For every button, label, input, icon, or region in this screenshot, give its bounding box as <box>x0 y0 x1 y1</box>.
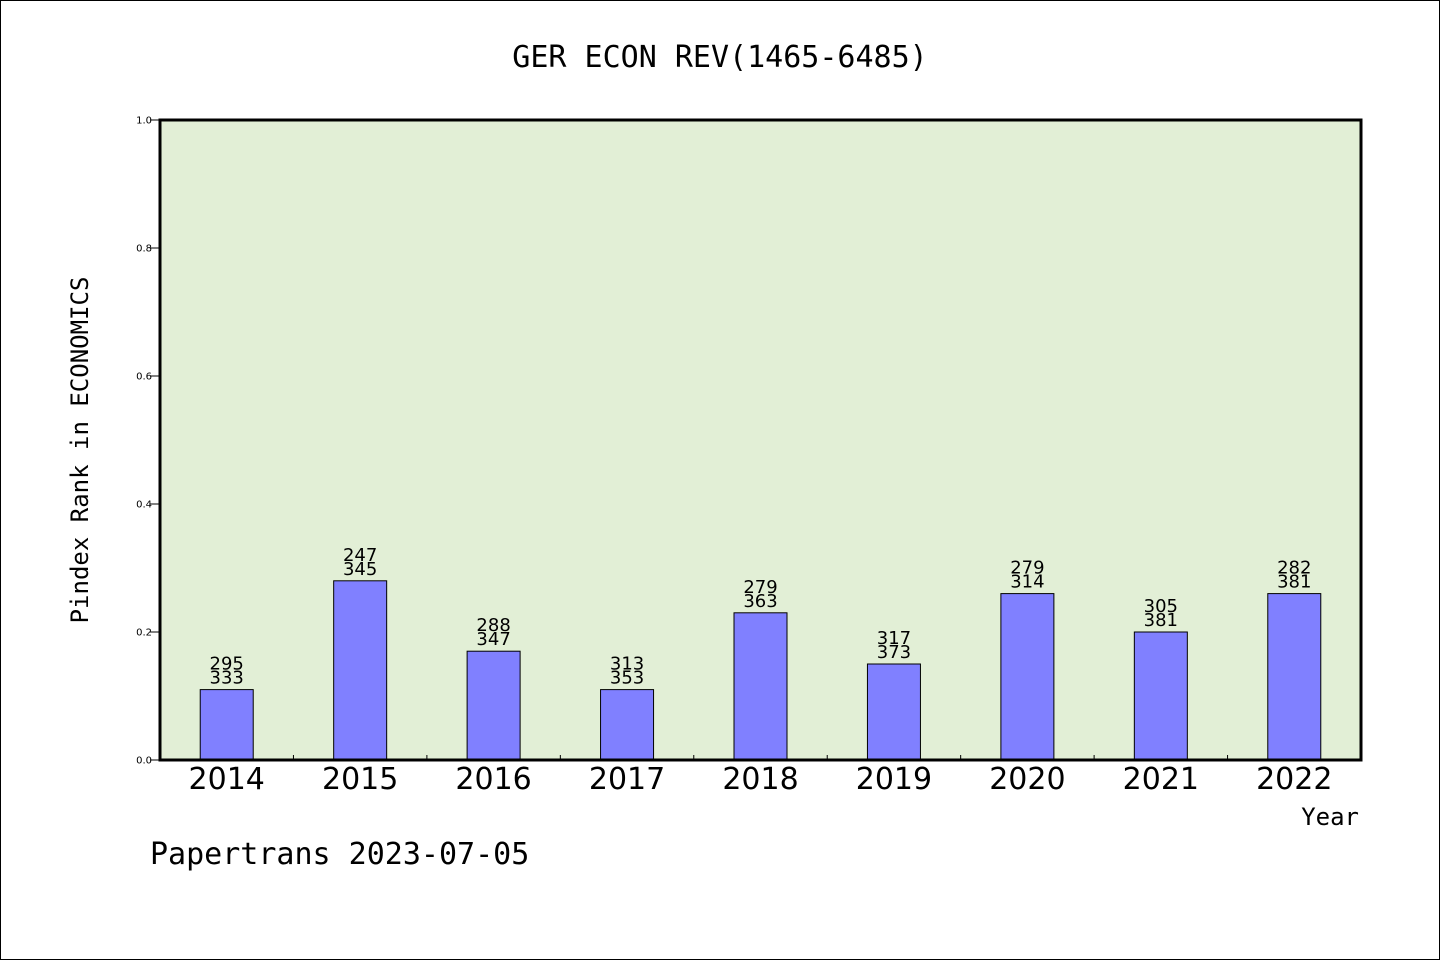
x-axis-ticks: 2014 2015 2016 2017 2018 2019 2020 2021 2022 <box>189 755 1332 797</box>
bar-label-top: 317 <box>877 628 911 649</box>
x-tick-label: 2020 <box>989 762 1065 797</box>
bar-label-bottom: 353 <box>610 668 644 689</box>
x-tick-label: 2022 <box>1256 762 1332 797</box>
x-tick-label: 2021 <box>1123 762 1199 797</box>
bar-2020 <box>1000 593 1055 761</box>
bar-label-top: 279 <box>743 577 777 598</box>
y-tick-label: 1.0 <box>136 116 152 127</box>
bar-label-bottom: 345 <box>343 559 377 580</box>
bar-label-top: 279 <box>1010 558 1044 579</box>
bar-label-top: 313 <box>610 654 644 675</box>
x-tick-label: 2014 <box>189 762 265 797</box>
footer-text: Papertrans 2023-07-05 <box>150 837 529 872</box>
y-axis-label: Pindex Rank in ECONOMICS <box>66 277 94 624</box>
bars-group: 2953332473452883473133532793633173732793… <box>199 545 1322 761</box>
x-tick-label: 2017 <box>589 762 665 797</box>
chart-title: GER ECON REV(1465-6485) <box>512 40 927 75</box>
bar-label-top: 247 <box>343 545 377 566</box>
y-tick-label: 0.2 <box>136 628 152 639</box>
bar-label-bottom: 363 <box>743 591 777 612</box>
y-axis-ticks: 0.0 0.2 0.4 0.6 0.8 1.0 <box>136 116 160 767</box>
x-tick-label: 2016 <box>455 762 531 797</box>
bar-2016 <box>466 650 521 761</box>
bar-label-bottom: 373 <box>877 642 911 663</box>
bar-2015 <box>333 580 388 761</box>
x-tick-label: 2019 <box>856 762 932 797</box>
bar-label-bottom: 333 <box>210 668 244 689</box>
x-axis-label: Year <box>1301 803 1359 831</box>
bar-label-bottom: 314 <box>1010 572 1044 593</box>
bar-label-top: 282 <box>1277 558 1311 579</box>
y-tick-label: 0.8 <box>136 244 152 255</box>
x-tick-label: 2015 <box>322 762 398 797</box>
plot-border <box>158 118 1363 762</box>
bar-label-bottom: 347 <box>476 629 510 650</box>
bar-2017 <box>600 689 655 761</box>
bar-2022 <box>1267 593 1322 761</box>
x-tick-label: 2018 <box>722 762 798 797</box>
bar-2018 <box>733 612 788 761</box>
bar-label-top: 288 <box>476 615 510 636</box>
bar-label-top: 295 <box>210 654 244 675</box>
bar-2019 <box>866 663 921 761</box>
bar-2014 <box>199 689 254 761</box>
bar-label-bottom: 381 <box>1277 572 1311 593</box>
bar-2021 <box>1133 631 1188 761</box>
y-tick-label: 0.6 <box>136 372 152 383</box>
bar-label-bottom: 381 <box>1144 610 1178 631</box>
y-tick-label: 0.0 <box>136 756 152 767</box>
y-tick-label: 0.4 <box>136 500 152 511</box>
bar-label-top: 305 <box>1144 596 1178 617</box>
